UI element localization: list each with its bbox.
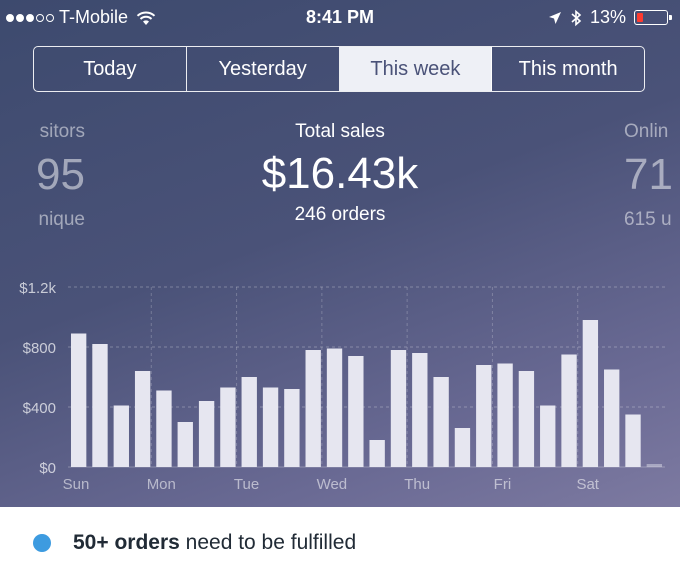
total-sales-stat-card[interactable]: Total sales $16.43k 246 orders xyxy=(190,121,490,226)
bar xyxy=(70,333,87,467)
notice-count: 50+ orders xyxy=(73,531,180,554)
visitors-unique: nique xyxy=(38,209,86,230)
online-label: Onlin xyxy=(624,121,669,142)
bar xyxy=(134,371,151,467)
status-right-group: 13% xyxy=(548,7,672,28)
tab-yesterday[interactable]: Yesterday xyxy=(187,47,340,91)
tab-this-week[interactable]: This week xyxy=(339,47,493,91)
visitors-stat-card[interactable]: sitors 95 nique xyxy=(0,121,85,231)
tab-this-month[interactable]: This month xyxy=(518,57,618,80)
x-tick-label: Fri xyxy=(494,476,512,493)
notice-message: need to be fulfilled xyxy=(179,531,357,554)
bar xyxy=(454,428,471,467)
y-tick-label: $400 xyxy=(23,400,56,417)
bar xyxy=(92,344,108,467)
orders-count: 246 orders xyxy=(294,204,386,225)
visitors-value: 95 xyxy=(36,150,85,199)
bar xyxy=(604,369,620,467)
status-bar: T-Mobile 8:41 PM 13% xyxy=(0,0,680,36)
x-tick-label: Wed xyxy=(317,476,348,493)
bar xyxy=(241,377,257,467)
bar xyxy=(113,405,129,467)
battery-icon xyxy=(634,10,672,25)
signal-strength-icon xyxy=(6,13,54,22)
total-sales-label: Total sales xyxy=(295,121,385,142)
online-stat-card[interactable]: Onlin 71 615 u xyxy=(624,121,680,231)
location-arrow-icon xyxy=(548,11,561,24)
sales-dashboard-header: T-Mobile 8:41 PM 13% Today Yesterday Thi… xyxy=(0,0,680,507)
y-tick-label: $800 xyxy=(23,340,56,357)
bar xyxy=(540,405,556,467)
status-dot-icon xyxy=(33,534,51,552)
date-range-segmented-control: Today Yesterday This week This month xyxy=(33,46,645,92)
x-tick-label: Tue xyxy=(234,476,259,493)
bar xyxy=(177,422,193,467)
bar xyxy=(433,377,449,467)
notice-text: 50+ orders need to be fulfilled xyxy=(73,531,356,555)
bar xyxy=(390,350,407,467)
bar xyxy=(497,363,513,467)
visitors-label: sitors xyxy=(39,121,85,142)
online-sub: 615 u xyxy=(624,209,672,230)
carrier-group: T-Mobile xyxy=(6,7,156,28)
carrier-name: T-Mobile xyxy=(59,7,129,27)
fulfillment-notice[interactable]: 50+ orders need to be fulfilled xyxy=(0,507,680,579)
bar xyxy=(369,440,385,467)
bar xyxy=(561,354,577,467)
bar xyxy=(518,371,535,467)
tab-today[interactable]: Today xyxy=(34,47,187,91)
bar xyxy=(646,464,663,467)
bar xyxy=(326,348,343,467)
bar xyxy=(348,356,364,467)
bar xyxy=(156,390,172,467)
x-tick-label: Thu xyxy=(404,476,430,493)
y-tick-label: $0 xyxy=(39,460,56,477)
bar xyxy=(582,320,599,467)
bluetooth-icon xyxy=(571,9,582,26)
bar xyxy=(284,389,300,467)
battery-percent: 13% xyxy=(589,7,626,27)
bar xyxy=(262,387,279,467)
y-tick-label: $1.2k xyxy=(19,280,56,297)
wifi-icon xyxy=(136,11,156,25)
sales-bar-chart: $1.2k $800 $400 $0 Sun Mon Tue Wed Thu Fri Sat xyxy=(19,280,665,493)
bar xyxy=(305,350,321,467)
bar xyxy=(412,353,428,467)
bar xyxy=(198,401,215,467)
x-tick-label: Mon xyxy=(147,476,176,493)
online-value: 71 xyxy=(624,150,673,199)
bar xyxy=(476,365,492,467)
x-tick-label: Sun xyxy=(63,476,90,493)
clock: 8:41 PM xyxy=(305,7,375,27)
bar xyxy=(625,414,641,467)
x-tick-label: Sat xyxy=(576,476,599,493)
bar xyxy=(220,387,236,467)
total-sales-value: $16.43k xyxy=(261,149,419,198)
